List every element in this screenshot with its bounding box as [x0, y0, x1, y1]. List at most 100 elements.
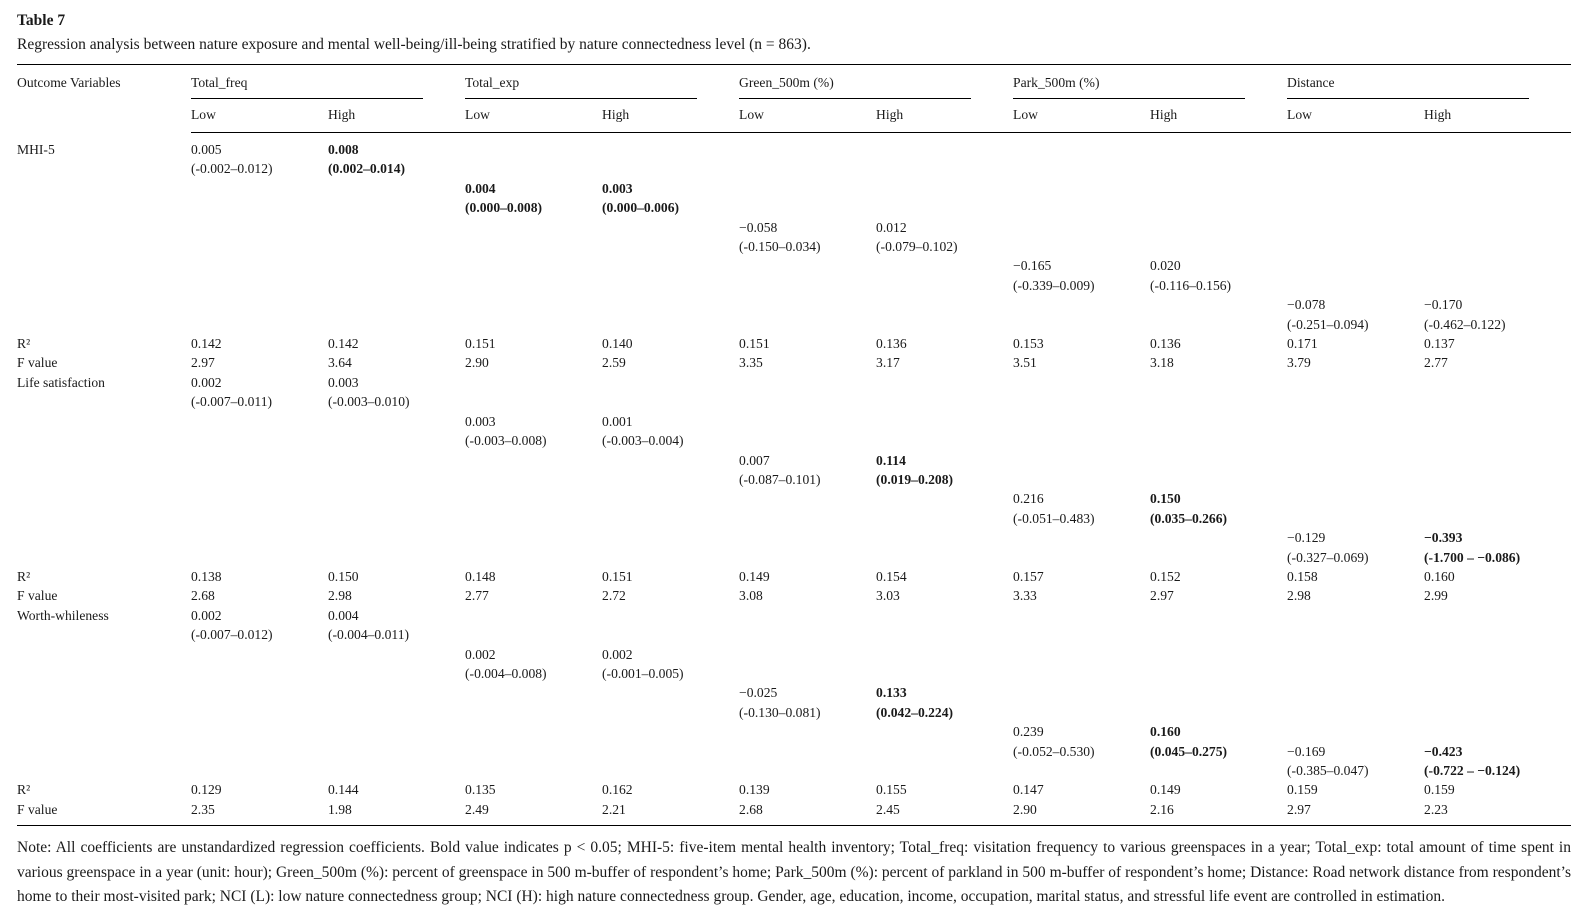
cell: (-0.087–0.101)	[739, 471, 821, 487]
cell	[1287, 722, 1424, 741]
cell	[602, 528, 739, 547]
table-row: (0.000–0.008) (0.000–0.006)	[17, 198, 1571, 217]
cell	[1013, 431, 1150, 450]
cell	[1287, 237, 1424, 256]
cell	[1287, 683, 1424, 702]
cell: (0.000–0.008)	[465, 200, 543, 216]
cell	[328, 548, 465, 567]
row-label: MHI-5	[17, 142, 55, 157]
cell	[602, 683, 739, 702]
column-group-label: Green_500m (%)	[739, 75, 972, 99]
cell	[1013, 133, 1150, 160]
cell: 2.90	[1013, 801, 1037, 817]
cell	[191, 548, 328, 567]
row-label: R²	[17, 568, 31, 584]
cell	[602, 703, 739, 722]
cell	[739, 528, 876, 547]
cell: 0.007	[739, 452, 770, 468]
cell	[739, 412, 876, 431]
cell	[191, 218, 328, 237]
cell: 2.68	[739, 801, 763, 817]
cell	[602, 373, 739, 392]
cell	[602, 256, 739, 275]
cell	[1150, 470, 1287, 489]
cell	[739, 645, 876, 664]
cell	[1150, 761, 1287, 780]
table-row: (-0.007–0.012) (-0.004–0.011)	[17, 625, 1571, 644]
cell	[739, 198, 876, 217]
cell	[602, 237, 739, 256]
cell: 0.012	[876, 219, 907, 235]
cell: 0.114	[876, 452, 906, 468]
sub-header-low: Low	[1287, 99, 1425, 133]
cell: 3.51	[1013, 355, 1037, 371]
table-row: −0.129 −0.393	[17, 528, 1571, 547]
cell: (-0.130–0.081)	[739, 704, 821, 720]
cell: (-0.004–0.011)	[328, 627, 410, 643]
table-row: (-0.339–0.009) (-0.116–0.156)	[17, 276, 1571, 295]
cell: 1.98	[328, 801, 352, 817]
table-row: (-0.003–0.008) (-0.003–0.004)	[17, 431, 1571, 450]
cell: 0.008	[328, 142, 359, 157]
cell	[328, 528, 465, 547]
cell: 0.149	[1150, 782, 1181, 798]
cell: 0.144	[328, 782, 359, 798]
cell: 0.139	[739, 782, 770, 798]
cell: 2.97	[191, 355, 215, 371]
cell	[1150, 625, 1287, 644]
cell: 0.151	[602, 568, 633, 584]
cell: (-0.462–0.122)	[1424, 316, 1506, 332]
table-row: (-0.130–0.081) (0.042–0.224)	[17, 703, 1571, 722]
cell: 0.160	[1150, 724, 1181, 740]
cell	[465, 761, 602, 780]
sub-header-high: High	[1150, 99, 1288, 133]
cell: (-0.339–0.009)	[1013, 277, 1095, 293]
cell	[1150, 179, 1287, 198]
cell	[1013, 664, 1150, 683]
cell	[739, 179, 876, 198]
column-group-label: Park_500m (%)	[1013, 75, 1246, 99]
cell	[1013, 218, 1150, 237]
cell	[191, 315, 328, 334]
table-row: MHI-5 0.005 0.008	[17, 133, 1571, 160]
cell: −0.058	[739, 219, 778, 235]
cell	[602, 470, 739, 489]
cell	[1287, 276, 1424, 295]
row-label	[17, 470, 191, 489]
cell	[328, 645, 465, 664]
table-row: F value 2.35 1.98 2.49 2.21 2.68 2.45 2.90 2.16 2…	[17, 800, 1571, 826]
table-row: 0.239 0.160	[17, 722, 1571, 741]
column-group-green-500m: Green_500m (%)	[739, 65, 1013, 99]
cell	[1013, 548, 1150, 567]
cell	[1150, 133, 1287, 160]
cell	[1287, 625, 1424, 644]
cell	[1287, 412, 1424, 431]
cell	[602, 548, 739, 567]
cell	[465, 451, 602, 470]
cell	[1424, 431, 1571, 450]
cell	[465, 133, 602, 160]
cell: 0.147	[1013, 782, 1044, 798]
column-group-total-freq: Total_freq	[191, 65, 465, 99]
cell	[1424, 373, 1571, 392]
cell	[191, 237, 328, 256]
cell	[876, 645, 1013, 664]
cell	[876, 256, 1013, 275]
cell	[1013, 470, 1150, 489]
cell	[739, 276, 876, 295]
cell	[876, 179, 1013, 198]
cell	[191, 645, 328, 664]
cell	[876, 548, 1013, 567]
cell	[1287, 198, 1424, 217]
cell	[328, 179, 465, 198]
row-label: R²	[17, 336, 31, 352]
cell	[328, 315, 465, 334]
cell	[1013, 645, 1150, 664]
cell: 2.16	[1150, 801, 1174, 817]
cell	[1287, 470, 1424, 489]
cell	[1287, 645, 1424, 664]
cell: (-0.003–0.008)	[465, 433, 547, 449]
cell	[1287, 431, 1424, 450]
cell	[876, 664, 1013, 683]
cell	[1424, 683, 1571, 702]
